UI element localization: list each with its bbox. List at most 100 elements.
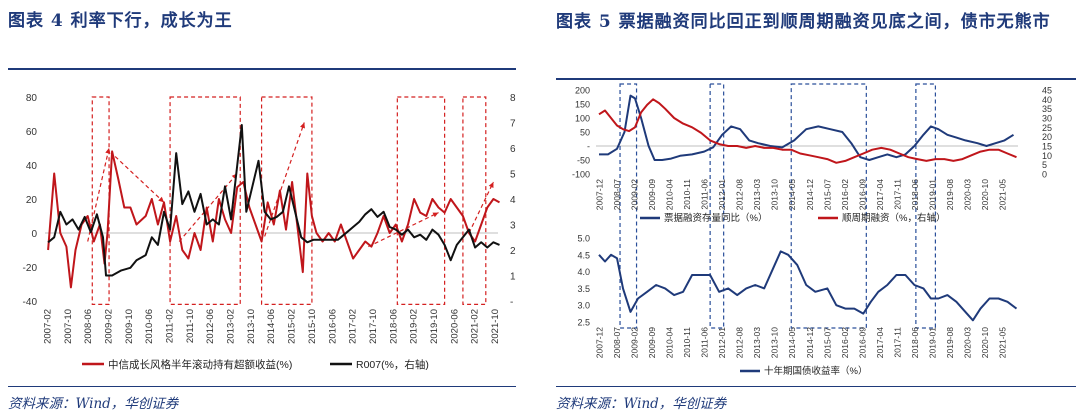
series-line-1 xyxy=(47,124,500,277)
top-x-tick-label: 2013-10 xyxy=(770,179,780,210)
y-right-tick-label: 5 xyxy=(510,170,516,181)
trend-arrowhead-0 xyxy=(105,148,111,154)
top-y-left-tick-label: 200 xyxy=(575,86,590,96)
bottom-y-tick-label: 3.0 xyxy=(577,301,590,311)
top-legend-label-0: 票据融资存量同比（%） xyxy=(664,212,767,224)
x-tick-label: 2007-02 xyxy=(43,309,54,344)
left-title-rule xyxy=(8,68,516,70)
trend-arrowhead-1 xyxy=(158,196,164,203)
bottom-x-tick-label: 2014-12 xyxy=(805,327,815,358)
top-x-tick-label: 2017-04 xyxy=(875,179,885,210)
y-left-tick-label: 80 xyxy=(26,93,38,104)
highlight-box-3 xyxy=(396,96,446,305)
period-box-1 xyxy=(709,83,725,329)
left-source-rule xyxy=(8,386,516,387)
bottom-x-tick-label: 2014-05 xyxy=(787,327,797,358)
top-y-left-tick-label: 100 xyxy=(575,114,590,124)
y-right-tick-label: 7 xyxy=(510,119,516,130)
trend-arrow-5 xyxy=(468,181,494,234)
bottom-x-tick-label: 2017-11 xyxy=(892,327,902,358)
top-x-tick-label: 2014-05 xyxy=(787,179,797,210)
top-x-tick-label: 2011-06 xyxy=(700,179,710,210)
top-x-tick-label: 2008-07 xyxy=(612,179,622,210)
top-y-right-tick-label: 40 xyxy=(1042,95,1052,105)
trend-arrow-0 xyxy=(87,147,110,242)
bottom-x-tick-label: 2020-03 xyxy=(962,327,972,358)
bottom-y-tick-label: 3.5 xyxy=(577,284,590,294)
x-tick-label: 2015-10 xyxy=(307,309,318,344)
top-x-tick-label: 2015-07 xyxy=(822,179,832,210)
top-x-tick-label: 2018-06 xyxy=(910,179,920,210)
x-tick-label: 2008-06 xyxy=(83,309,94,344)
bottom-x-tick-label: 2015-07 xyxy=(822,327,832,358)
series-line-0 xyxy=(47,150,500,289)
top-y-right-tick-label: 10 xyxy=(1042,151,1052,161)
top-y-right-tick-label: 15 xyxy=(1042,142,1052,152)
top-y-right-tick-label: 45 xyxy=(1042,86,1052,96)
top-x-tick-label: 2019-08 xyxy=(945,179,955,210)
bottom-x-tick-label: 2021-05 xyxy=(997,327,1007,358)
x-tick-label: 2019-02 xyxy=(409,309,420,344)
y-right-tick-label: - xyxy=(510,297,513,308)
trend-arrowhead-3 xyxy=(300,122,305,129)
top-x-tick-label: 2009-02 xyxy=(630,179,640,210)
top-x-tick-label: 2012-08 xyxy=(735,179,745,210)
top-x-tick-label: 2020-10 xyxy=(980,179,990,210)
x-tick-label: 2010-06 xyxy=(144,309,155,344)
top-x-tick-label: 2009-09 xyxy=(647,179,657,210)
bottom-x-tick-label: 2020-10 xyxy=(980,327,990,358)
legend-label-0: 中信成长风格半年滚动持有超额收益(%) xyxy=(108,358,292,371)
right-figure-title: 图表 5 票据融资同比回正到顺周期融资见底之间，债市无熊市 xyxy=(556,12,1051,32)
period-box-3 xyxy=(915,83,937,329)
top-y-left-tick-label: -100 xyxy=(572,170,590,180)
bottom-x-tick-label: 2012-01 xyxy=(717,327,727,358)
trend-arrowhead-5 xyxy=(488,182,494,188)
bottom-series-line-0 xyxy=(598,250,1018,322)
trend-arrowhead-4 xyxy=(432,212,439,218)
top-y-right-tick-label: 5 xyxy=(1042,160,1047,170)
right-source-rule xyxy=(556,386,1076,387)
legend-label-1: R007(%，右轴) xyxy=(356,358,429,371)
x-tick-label: 2018-06 xyxy=(388,309,399,344)
top-legend-label-1: 顺周期融资（%，右轴） xyxy=(842,212,945,224)
top-x-tick-label: 2021-05 xyxy=(997,179,1007,210)
x-tick-label: 2012-06 xyxy=(205,309,216,344)
right-chart: 20015010050--50-100454035302520151050200… xyxy=(572,83,1052,377)
top-x-tick-label: 2016-02 xyxy=(840,179,850,210)
left-figure-title: 图表 4 利率下行，成长为王 xyxy=(8,11,233,31)
y-left-tick-label: -20 xyxy=(23,263,38,274)
bottom-x-tick-label: 2010-11 xyxy=(682,327,692,358)
bottom-x-tick-label: 2010-04 xyxy=(665,327,675,358)
trend-arrow-3 xyxy=(264,122,305,237)
x-tick-label: 2013-02 xyxy=(226,309,237,344)
x-tick-label: 2014-06 xyxy=(266,309,277,344)
y-left-tick-label: 60 xyxy=(26,127,38,138)
right-source: 资料来源：Wind，华创证券 xyxy=(556,396,727,412)
highlight-box-4 xyxy=(462,96,487,305)
trend-arrow-2 xyxy=(178,173,238,242)
left-chart: 80 60 40 20 0 -20 -40 8 7 6 5 4 3 2 1 - 2007-02 2007-10 20… xyxy=(23,93,516,371)
bottom-x-tick-label: 2012-08 xyxy=(735,327,745,358)
top-series-line-0 xyxy=(599,94,1015,161)
x-tick-label: 2021-10 xyxy=(490,309,501,344)
bottom-y-tick-label: 2.5 xyxy=(577,318,590,328)
right-title-rule xyxy=(556,78,1076,80)
x-tick-label: 2020-06 xyxy=(449,309,460,344)
top-y-right-tick-label: 30 xyxy=(1042,114,1052,124)
bottom-x-tick-label: 2007-12 xyxy=(595,327,605,358)
bottom-legend-label-0: 十年期国债收益率（%） xyxy=(764,365,867,377)
x-tick-label: 2016-06 xyxy=(327,309,338,344)
bottom-x-tick-label: 2009-02 xyxy=(630,327,640,358)
top-y-left-tick-label: 150 xyxy=(575,100,590,110)
bottom-x-tick-label: 2013-10 xyxy=(770,327,780,358)
top-y-left-tick-label: -50 xyxy=(577,156,590,166)
highlight-box-2 xyxy=(260,96,313,305)
left-source: 资料来源：Wind，华创证券 xyxy=(8,396,179,412)
x-tick-label: 2013-10 xyxy=(246,309,257,344)
top-x-tick-label: 2007-12 xyxy=(595,179,605,210)
bottom-x-tick-label: 2011-06 xyxy=(700,327,710,358)
bottom-x-tick-label: 2008-07 xyxy=(612,327,622,358)
x-tick-label: 2017-02 xyxy=(348,309,359,344)
top-y-left-tick-label: - xyxy=(587,142,590,152)
top-y-right-tick-label: 20 xyxy=(1042,132,1052,142)
